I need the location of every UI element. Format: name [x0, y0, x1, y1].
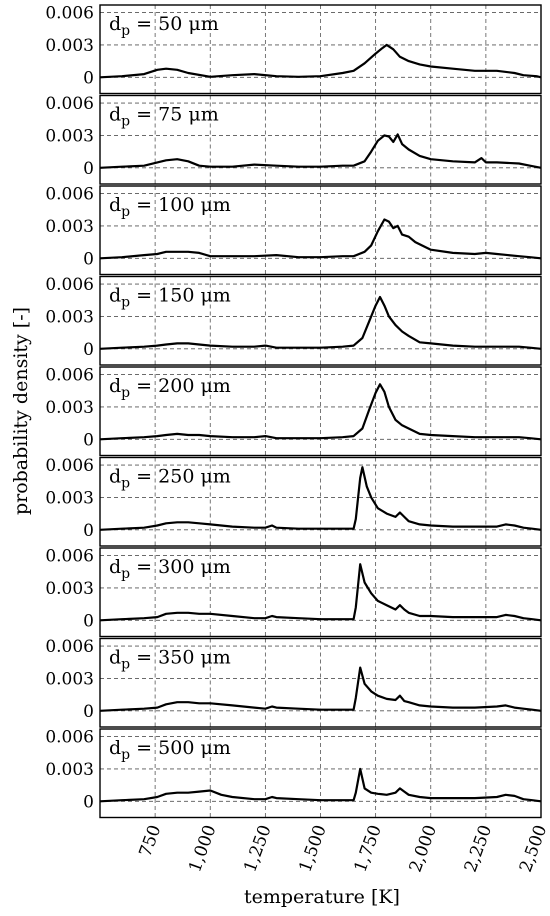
panel-5: 0 0.003 0.006 dp = 250 μm	[45, 456, 542, 547]
y-tick-label: 0.006	[45, 637, 94, 657]
panel-label: dp = 150 μm	[109, 285, 231, 311]
x-tick-labels: 750 1,000 1,250 1,500 1,750 2,000 2,250 2,500	[136, 822, 550, 875]
y-tick-label: 0.003	[45, 579, 94, 599]
y-tick-label: 0.003	[45, 307, 94, 327]
y-tick-label: 0.006	[45, 94, 94, 114]
panel-0: 0 0.003 0.006 dp = 50 μm	[45, 4, 542, 95]
panel-label: dp = 100 μm	[109, 194, 231, 220]
x-tick-label: 750	[136, 822, 166, 859]
series-line	[99, 295, 542, 350]
panel-frame	[99, 275, 542, 366]
y-tick-label: 0.006	[45, 275, 94, 295]
panel-label: dp = 200 μm	[109, 375, 231, 401]
y-tick-label: 0	[83, 521, 94, 541]
panels-group: 0 0.003 0.006 dp = 50 μm 0 0.003 0.006 dp = 75 …	[45, 4, 542, 819]
series-line	[99, 767, 542, 803]
x-tick-label: 1,000	[185, 822, 220, 875]
series-line	[99, 563, 542, 622]
y-tick-label: 0.003	[45, 398, 94, 418]
y-tick-label: 0.003	[45, 36, 94, 56]
y-tick-label: 0	[83, 68, 94, 88]
panel-label: dp = 250 μm	[109, 466, 231, 492]
x-tick-label: 1,750	[351, 822, 386, 875]
panel-label: dp = 350 μm	[109, 647, 231, 673]
y-tick-label: 0.006	[45, 185, 94, 205]
panel-1: 0 0.003 0.006 dp = 75 μm	[45, 94, 542, 185]
x-tick-label: 2,250	[461, 822, 496, 875]
y-tick-label: 0	[83, 702, 94, 722]
series-line	[99, 666, 542, 712]
series-line	[99, 466, 542, 531]
panel-label: dp = 75 μm	[109, 104, 219, 130]
y-tick-label: 0	[83, 159, 94, 179]
panel-frame	[99, 547, 542, 638]
panel-frame	[99, 4, 542, 95]
panel-4: 0 0.003 0.006 dp = 200 μm	[45, 366, 542, 457]
series-line	[99, 133, 542, 169]
y-tick-label: 0	[83, 340, 94, 360]
panel-7: 0 0.003 0.006 dp = 350 μm	[45, 637, 542, 728]
y-tick-label: 0	[83, 430, 94, 450]
panel-2: 0 0.003 0.006 dp = 100 μm	[45, 185, 542, 276]
y-tick-label: 0	[83, 611, 94, 631]
panel-frame	[99, 728, 542, 819]
panel-8: 0 0.003 0.006 dp = 500 μm	[45, 728, 542, 819]
x-axis-title: temperature [K]	[244, 886, 400, 908]
y-tick-label: 0	[83, 792, 94, 812]
y-tick-label: 0.003	[45, 669, 94, 689]
x-tick-label: 2,000	[406, 822, 441, 875]
y-tick-label: 0.003	[45, 760, 94, 780]
y-tick-label: 0.006	[45, 4, 94, 24]
y-axis-title: probability density [-]	[10, 307, 32, 515]
panel-label: dp = 500 μm	[109, 737, 231, 763]
y-tick-label: 0.006	[45, 456, 94, 476]
x-tick-label: 1,500	[295, 822, 330, 875]
x-tick-label: 1,250	[240, 822, 275, 875]
panel-label: dp = 50 μm	[109, 13, 219, 39]
panel-6: 0 0.003 0.006 dp = 300 μm	[45, 547, 542, 638]
panel-frame	[99, 366, 542, 457]
series-line	[99, 383, 542, 441]
panel-label: dp = 300 μm	[109, 556, 231, 582]
series-line	[99, 43, 542, 79]
panel-frame	[99, 94, 542, 185]
x-tick-label: 2,500	[516, 822, 550, 875]
panel-frame	[99, 637, 542, 728]
series-line	[99, 218, 542, 260]
y-tick-label: 0.006	[45, 547, 94, 567]
panel-frame	[99, 456, 542, 547]
y-tick-label: 0.003	[45, 126, 94, 146]
y-tick-label: 0.003	[45, 488, 94, 508]
y-tick-label: 0.006	[45, 366, 94, 386]
panel-frame	[99, 185, 542, 276]
panel-3: 0 0.003 0.006 dp = 150 μm	[45, 275, 542, 366]
y-tick-label: 0	[83, 249, 94, 269]
y-tick-label: 0.006	[45, 728, 94, 748]
y-tick-label: 0.003	[45, 217, 94, 237]
